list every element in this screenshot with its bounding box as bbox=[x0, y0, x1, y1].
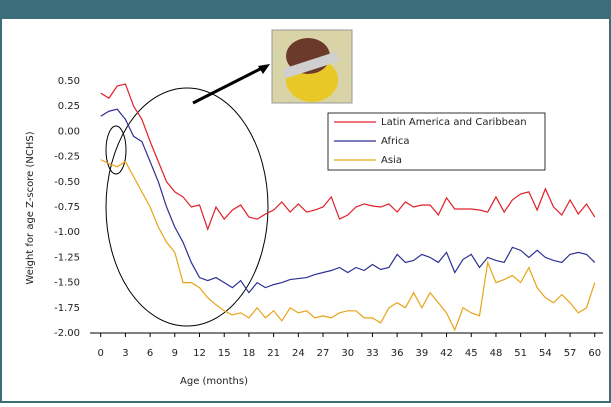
x-tick-label: 54 bbox=[539, 348, 552, 359]
y-tick-label: 0.25 bbox=[58, 101, 80, 112]
series-line bbox=[100, 108, 596, 294]
thumbnail bbox=[271, 29, 353, 104]
legend-label: Latin America and Caribbean bbox=[381, 117, 527, 128]
x-tick-label: 21 bbox=[267, 348, 280, 359]
arrow bbox=[192, 64, 267, 105]
y-tick-label: -0.25 bbox=[54, 152, 80, 163]
x-tick-label: 42 bbox=[440, 348, 453, 359]
x-tick-label: 60 bbox=[588, 348, 601, 359]
x-tick-label: 24 bbox=[292, 348, 305, 359]
x-tick-label: 3 bbox=[122, 348, 128, 359]
legend-label: Africa bbox=[381, 136, 410, 147]
y-tick-label: -0.50 bbox=[54, 177, 80, 188]
legend-label: Asia bbox=[381, 155, 402, 166]
x-tick-label: 57 bbox=[564, 348, 577, 359]
x-tick-label: 0 bbox=[98, 348, 104, 359]
x-tick-label: 48 bbox=[490, 348, 503, 359]
y-tick-label: -1.25 bbox=[54, 252, 80, 263]
y-tick-label: 0.00 bbox=[58, 126, 80, 137]
x-tick-label: 12 bbox=[193, 348, 206, 359]
x-axis-title: Age (months) bbox=[180, 376, 248, 387]
x-tick-label: 27 bbox=[317, 348, 330, 359]
arrow-head bbox=[258, 64, 270, 74]
x-tick-label: 30 bbox=[341, 348, 354, 359]
annotation-ellipse bbox=[105, 87, 269, 327]
y-tick-label: -2.00 bbox=[54, 328, 80, 339]
x-tick-label: 36 bbox=[391, 348, 404, 359]
y-axis-title: Weight for age Z-score (NCHS) bbox=[25, 131, 36, 284]
banner bbox=[0, 0, 611, 18]
y-tick-label: -0.75 bbox=[54, 202, 80, 213]
annotation-ellipse bbox=[105, 125, 127, 175]
x-tick-label: 9 bbox=[172, 348, 178, 359]
x-tick-label: 39 bbox=[415, 348, 428, 359]
y-tick-label: -1.50 bbox=[54, 278, 80, 289]
y-tick-label: -1.75 bbox=[54, 303, 80, 314]
y-tick-label: 0.50 bbox=[58, 76, 80, 87]
series-line bbox=[100, 159, 596, 332]
x-tick-label: 18 bbox=[243, 348, 256, 359]
y-tick-label: -1.00 bbox=[54, 227, 80, 238]
x-tick-label: 51 bbox=[514, 348, 527, 359]
x-tick-label: 6 bbox=[147, 348, 153, 359]
series-line bbox=[100, 83, 596, 231]
x-tick-label: 15 bbox=[218, 348, 231, 359]
x-tick-label: 33 bbox=[366, 348, 379, 359]
x-tick-label: 45 bbox=[465, 348, 478, 359]
